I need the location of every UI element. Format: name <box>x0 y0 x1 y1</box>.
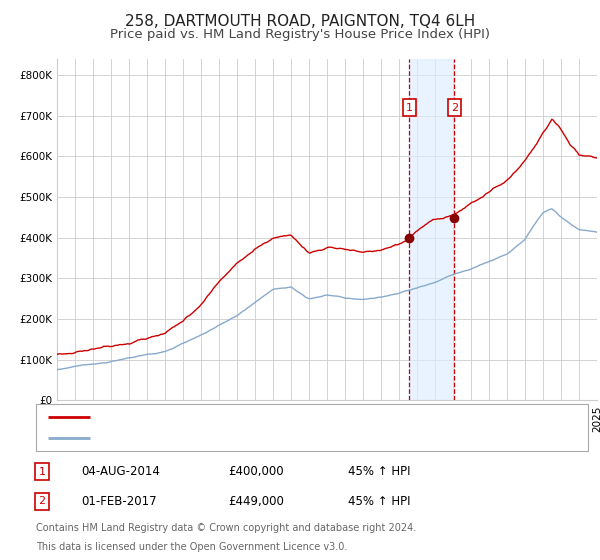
Text: Contains HM Land Registry data © Crown copyright and database right 2024.: Contains HM Land Registry data © Crown c… <box>36 523 416 533</box>
Text: £400,000: £400,000 <box>228 465 284 478</box>
Text: 258, DARTMOUTH ROAD, PAIGNTON, TQ4 6LH (detached house): 258, DARTMOUTH ROAD, PAIGNTON, TQ4 6LH (… <box>99 412 456 422</box>
Text: 1: 1 <box>406 102 413 113</box>
Text: 01-FEB-2017: 01-FEB-2017 <box>81 494 157 508</box>
Text: This data is licensed under the Open Government Licence v3.0.: This data is licensed under the Open Gov… <box>36 542 347 552</box>
Text: 04-AUG-2014: 04-AUG-2014 <box>81 465 160 478</box>
Text: Price paid vs. HM Land Registry's House Price Index (HPI): Price paid vs. HM Land Registry's House … <box>110 28 490 41</box>
Text: 258, DARTMOUTH ROAD, PAIGNTON, TQ4 6LH: 258, DARTMOUTH ROAD, PAIGNTON, TQ4 6LH <box>125 14 475 29</box>
Text: 2: 2 <box>38 496 46 506</box>
Text: HPI: Average price, detached house, Torbay: HPI: Average price, detached house, Torb… <box>99 433 342 443</box>
Text: 2: 2 <box>451 102 458 113</box>
Text: 45% ↑ HPI: 45% ↑ HPI <box>348 465 410 478</box>
Text: £449,000: £449,000 <box>228 494 284 508</box>
Text: 45% ↑ HPI: 45% ↑ HPI <box>348 494 410 508</box>
Bar <box>409 59 454 400</box>
Text: 1: 1 <box>38 466 46 477</box>
